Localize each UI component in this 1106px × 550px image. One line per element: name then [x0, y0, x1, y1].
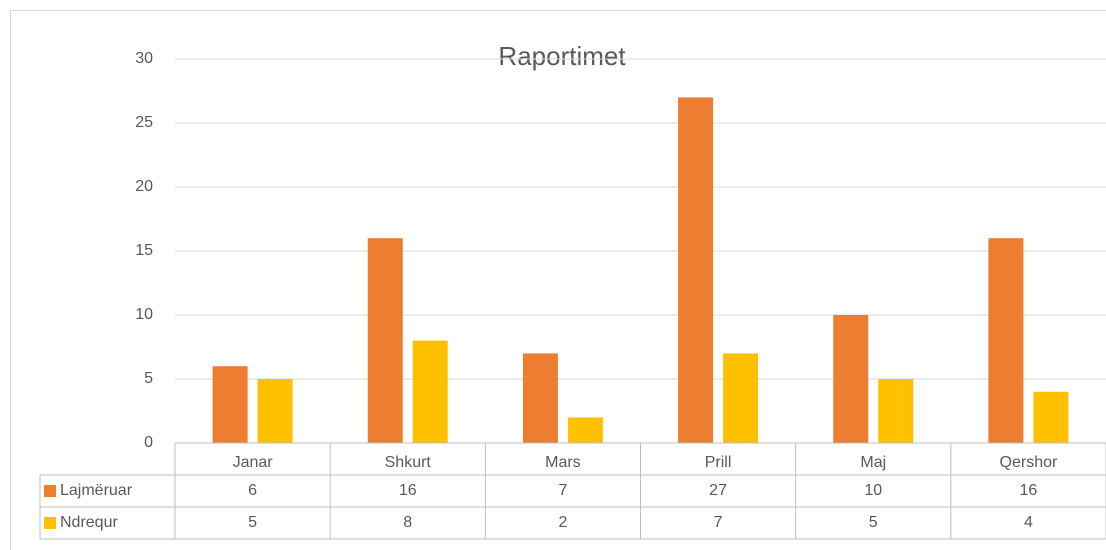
y-tick-label: 20	[135, 178, 153, 195]
bar	[522, 353, 558, 443]
bar	[878, 379, 914, 443]
x-tick-label: Qershor	[1000, 454, 1058, 471]
x-tick-label: Shkurt	[385, 454, 432, 471]
table-value: 4	[1024, 514, 1033, 531]
legend-key	[44, 517, 56, 529]
table-value: 16	[399, 482, 417, 499]
chart-title: Raportimet	[498, 41, 626, 71]
table-value: 8	[403, 514, 412, 531]
x-tick-label: Prill	[705, 454, 732, 471]
y-tick-label: 0	[144, 434, 153, 451]
bar	[833, 315, 869, 443]
y-tick-label: 25	[135, 114, 153, 131]
table-value: 7	[714, 514, 723, 531]
table-value: 10	[864, 482, 882, 499]
bar	[988, 238, 1024, 443]
bar	[678, 97, 714, 444]
x-tick-label: Janar	[233, 454, 274, 471]
y-tick-label: 10	[135, 306, 153, 323]
bar	[412, 340, 448, 443]
y-tick-label: 5	[144, 370, 153, 387]
x-tick-label: Maj	[860, 454, 886, 471]
table-value: 16	[1020, 482, 1038, 499]
table-value: 27	[709, 482, 727, 499]
legend-label: Ndrequr	[60, 514, 118, 531]
bar	[723, 353, 759, 443]
bar	[212, 366, 248, 443]
bar	[257, 379, 293, 443]
bar	[567, 417, 603, 443]
x-tick-label: Mars	[545, 454, 581, 471]
bar	[367, 238, 403, 443]
y-tick-label: 15	[135, 242, 153, 259]
table-value: 5	[869, 514, 878, 531]
legend-key	[44, 485, 56, 497]
legend-label: Lajmëruar	[60, 482, 133, 499]
table-value: 7	[558, 482, 567, 499]
chart-area	[10, 10, 1106, 550]
y-tick-label: 30	[135, 50, 153, 67]
table-value: 5	[248, 514, 257, 531]
table-value: 6	[248, 482, 257, 499]
bar	[1033, 391, 1069, 443]
table-value: 2	[558, 514, 567, 531]
